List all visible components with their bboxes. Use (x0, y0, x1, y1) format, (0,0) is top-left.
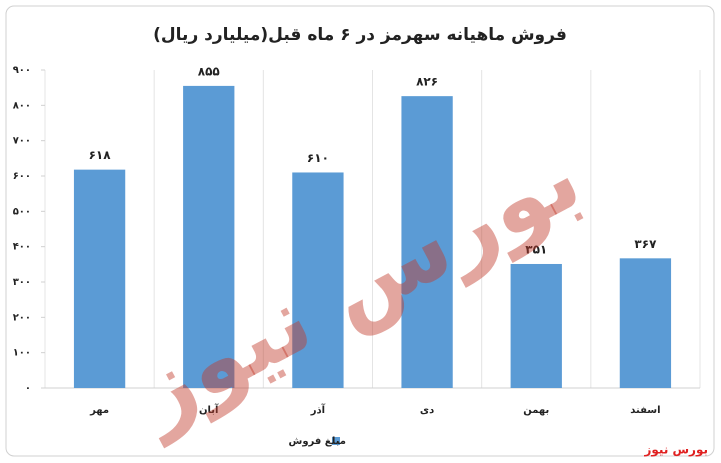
y-tick-label: ۷۰۰ (13, 136, 31, 147)
data-label: ۳۶۷ (634, 237, 657, 251)
legend-swatch (332, 437, 340, 445)
y-tick-label: ۰ (25, 383, 31, 394)
bar (510, 263, 562, 388)
data-label: ۳۵۱ (525, 242, 547, 256)
bar (292, 172, 344, 388)
y-tick-label: ۳۰۰ (13, 277, 31, 288)
x-tick-label: آبان (199, 403, 219, 416)
y-tick-label: ۲۰۰ (13, 312, 31, 323)
x-tick-label: اسفند (630, 405, 660, 416)
y-tick-label: ۸۰۰ (13, 100, 31, 111)
bar (401, 96, 453, 388)
data-label: ۸۵۵ (198, 64, 220, 78)
source: بورس نیوز (643, 443, 708, 458)
y-tick-label: ۶۰۰ (13, 171, 31, 182)
data-label: ۶۱۸ (89, 148, 112, 162)
legend-label: مبلغ فروش (289, 436, 346, 447)
bar (183, 85, 235, 389)
x-tick-label: مهر (89, 405, 109, 416)
data-label: ۸۲۶ (416, 75, 438, 89)
y-tick-label: ۹۰۰ (13, 65, 31, 76)
bar (73, 169, 126, 388)
chart-title: فروش ماهیانه سهرمز در ۶ ماه قبل(میلیارد … (153, 25, 567, 45)
data-label: ۶۱۰ (307, 151, 329, 165)
bar (619, 258, 672, 388)
x-tick-label: دی (420, 405, 434, 416)
plot-area: ۰ ۱۰۰ ۲۰۰ ۳۰۰ ۴۰۰ ۵۰۰ ۶۰۰ ۷۰۰ ۸۰۰ ۹۰۰ مهر آبان آذر دی… (13, 64, 701, 447)
y-tick-label: ۵۰۰ (13, 206, 31, 217)
y-tick-label: ۴۰۰ (13, 242, 31, 253)
y-tick-label: ۱۰۰ (13, 348, 31, 359)
x-tick-label: آذر (310, 403, 326, 416)
x-tick-label: بهمن (523, 405, 549, 416)
